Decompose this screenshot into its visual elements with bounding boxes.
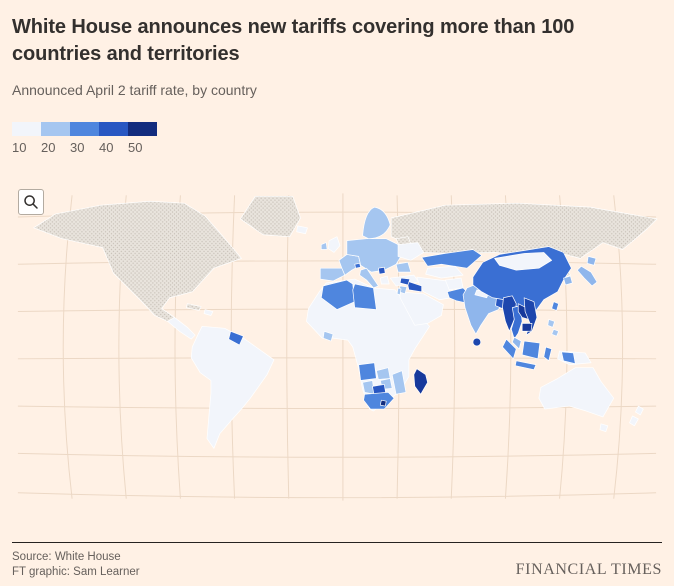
region-philippines-mindanao xyxy=(551,328,559,337)
region-tasmania xyxy=(599,423,609,433)
region-greenland xyxy=(240,195,301,238)
regions-africa xyxy=(306,278,430,412)
region-hispaniola xyxy=(203,309,214,316)
chart-subtitle: Announced April 2 tariff rate, by countr… xyxy=(12,82,257,98)
legend-color-scale xyxy=(12,122,157,136)
region-cuba xyxy=(185,303,202,311)
legend-swatch-40 xyxy=(99,122,128,136)
region-russia xyxy=(390,202,658,259)
map-area xyxy=(12,179,662,521)
region-libya xyxy=(352,283,377,310)
region-west-papua xyxy=(561,351,576,365)
region-australia xyxy=(538,367,615,418)
region-myanmar xyxy=(502,295,517,332)
region-united-kingdom xyxy=(327,236,341,253)
source-credit: Source: White House FT graphic: Sam Lear… xyxy=(12,550,140,579)
region-ukraine xyxy=(397,242,425,261)
region-japan-hokkaido xyxy=(586,256,597,266)
region-iceland xyxy=(296,225,308,235)
legend-tick: 40 xyxy=(99,140,114,155)
region-south-america xyxy=(190,325,275,449)
regions-excluded xyxy=(33,195,658,322)
legend-tick: 20 xyxy=(41,140,56,155)
credit-line: FT graphic: Sam Learner xyxy=(12,565,140,578)
legend-swatch-20 xyxy=(41,122,70,136)
region-central-america xyxy=(167,317,196,340)
region-cambodia xyxy=(521,323,533,332)
region-kazakhstan xyxy=(421,249,483,269)
region-new-zealand-north xyxy=(635,405,644,416)
region-arabia xyxy=(399,291,444,326)
region-taiwan xyxy=(551,301,559,311)
legend-tick: 10 xyxy=(12,140,27,155)
region-ireland xyxy=(320,242,328,250)
zoom-button[interactable] xyxy=(18,189,44,215)
region-south-korea xyxy=(563,275,573,286)
region-syria xyxy=(399,277,411,286)
region-new-zealand-south xyxy=(629,415,639,427)
region-borneo xyxy=(521,340,541,360)
source-line: Source: White House xyxy=(12,551,121,564)
region-sri-lanka xyxy=(472,337,482,347)
footer: Source: White House FT graphic: Sam Lear… xyxy=(12,542,662,586)
legend-tick: 30 xyxy=(70,140,85,155)
region-java xyxy=(514,360,537,370)
region-lesotho xyxy=(379,399,387,407)
legend-tick: 50 xyxy=(128,140,143,155)
region-sulawesi xyxy=(543,346,553,362)
region-serbia xyxy=(378,266,386,275)
region-north-america xyxy=(33,200,242,322)
regions-americas xyxy=(167,309,275,449)
region-romania-bulgaria xyxy=(395,261,412,273)
region-guyana xyxy=(228,330,244,346)
regions-asia xyxy=(446,246,598,370)
region-vietnam xyxy=(523,297,538,336)
region-south-africa xyxy=(363,391,395,410)
legend-swatch-10 xyxy=(12,122,41,136)
regions-oceania xyxy=(538,367,644,433)
region-greece xyxy=(379,275,390,285)
region-japan-honshu xyxy=(576,265,598,287)
region-iberia xyxy=(319,267,346,282)
ft-wordmark: FINANCIAL TIMES xyxy=(515,561,662,578)
page-title: White House announces new tariffs coveri… xyxy=(12,16,575,65)
legend-swatch-50 xyxy=(128,122,157,136)
region-israel xyxy=(396,287,402,296)
region-mongolia xyxy=(494,252,553,271)
region-philippines-luzon xyxy=(547,319,555,328)
magnifier-icon xyxy=(24,195,38,209)
region-uzbek-turkmen xyxy=(425,265,464,279)
legend: 10 20 30 40 50 xyxy=(12,122,662,155)
region-iraq xyxy=(406,280,423,293)
region-switzerland xyxy=(354,262,361,269)
world-map[interactable] xyxy=(12,179,662,515)
legend-swatch-30 xyxy=(70,122,99,136)
region-madagascar xyxy=(413,368,428,395)
regions-middle-east xyxy=(396,249,483,326)
region-sumatra xyxy=(502,338,517,360)
region-scandinavia xyxy=(362,206,391,240)
region-mozambique xyxy=(391,370,407,395)
region-angola xyxy=(358,362,377,381)
region-central-europe xyxy=(346,238,403,273)
region-italy xyxy=(359,267,379,289)
legend-tick-labels: 10 20 30 40 50 xyxy=(12,140,172,155)
region-malaysia xyxy=(511,336,522,350)
region-ivory-coast xyxy=(322,330,334,342)
